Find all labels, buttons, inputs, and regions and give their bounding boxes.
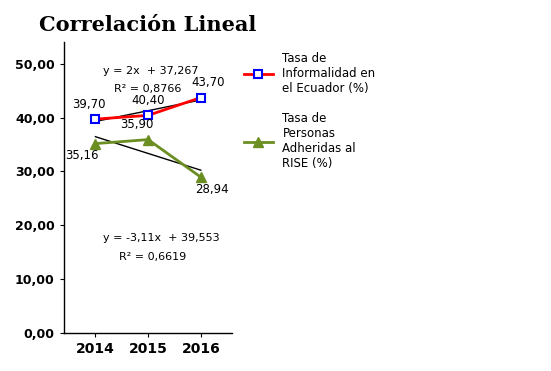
Legend: Tasa de
Informalidad en
el Ecuador (%), Tasa de
Personas
Adheridas al
RISE (%): Tasa de Informalidad en el Ecuador (%), … <box>240 48 379 174</box>
Text: 43,70: 43,70 <box>191 76 224 89</box>
Text: 39,70: 39,70 <box>72 98 105 111</box>
Text: y = 2x  + 37,267: y = 2x + 37,267 <box>103 66 199 76</box>
Title: Correlación Lineal: Correlación Lineal <box>39 15 257 35</box>
Text: 28,94: 28,94 <box>195 183 229 196</box>
Text: 35,16: 35,16 <box>65 149 98 162</box>
Text: R² = 0,6619: R² = 0,6619 <box>119 252 186 262</box>
Text: 40,40: 40,40 <box>131 94 165 107</box>
Text: 35,90: 35,90 <box>120 118 154 131</box>
Text: R² = 0,8766: R² = 0,8766 <box>114 84 181 94</box>
Text: y = -3,11x  + 39,553: y = -3,11x + 39,553 <box>103 233 220 243</box>
